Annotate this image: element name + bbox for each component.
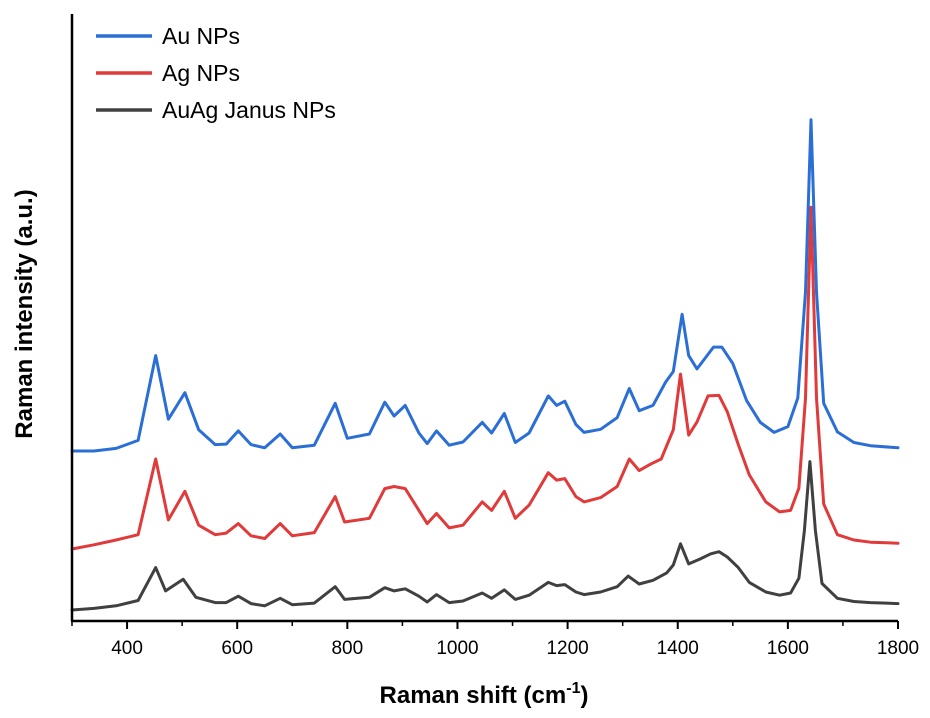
plot-area — [70, 118, 900, 612]
legend: Au NPs Ag NPs AuAg Janus NPs — [96, 23, 336, 123]
x-tick-label: 800 — [331, 638, 363, 659]
x-tick-label: 1200 — [546, 638, 588, 659]
series-line-auag-janus-nps — [70, 460, 900, 612]
x-tick-label: 1800 — [877, 638, 919, 659]
legend-label: AuAg Janus NPs — [162, 97, 336, 123]
legend-label: Ag NPs — [162, 60, 240, 86]
x-tick-label: 1400 — [657, 638, 699, 659]
x-tick-label: 600 — [221, 638, 253, 659]
x-ticks: 400 600 800 1000 1200 1400 1600 1800 — [71, 621, 919, 659]
series-line-ag-nps — [70, 205, 900, 551]
x-tick-label: 1600 — [767, 638, 809, 659]
x-tick-label: 400 — [111, 638, 143, 659]
legend-label: Au NPs — [162, 23, 240, 49]
y-axis-title: Raman intensity (a.u.) — [11, 189, 38, 438]
series-line-au-nps — [70, 118, 900, 453]
x-tick-label: 1000 — [436, 638, 478, 659]
x-axis-title: Raman shift (cm-1) — [380, 680, 589, 709]
